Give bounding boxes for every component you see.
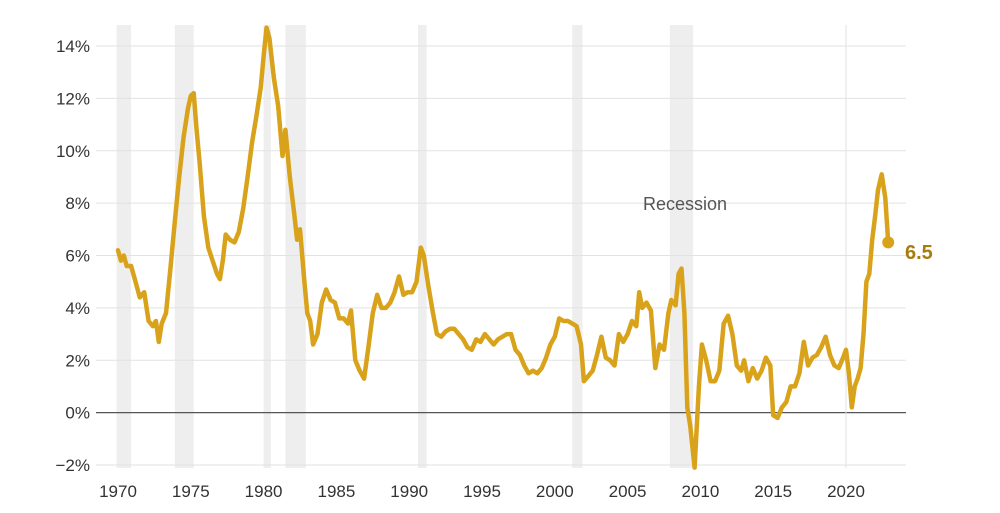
- end-value-label: 6.5: [905, 242, 933, 264]
- recession-band-6: [572, 25, 583, 468]
- x-axis-ticks: 1970 1975 1980 1985 1990 1995 2000 2005 2010 2015…: [99, 482, 865, 501]
- x-tick-label: 1970: [99, 482, 137, 501]
- x-tick-label: 1975: [172, 482, 210, 501]
- y-tick-label: 4%: [65, 299, 90, 318]
- y-tick-label: 6%: [65, 247, 90, 266]
- recession-band-3: [263, 25, 271, 468]
- x-tick-label: 2000: [536, 482, 574, 501]
- x-tick-label: 2015: [754, 482, 792, 501]
- y-tick-label: 10%: [56, 142, 90, 161]
- recession-band-2: [174, 25, 194, 468]
- y-tick-label: 0%: [65, 404, 90, 423]
- y-axis-ticks: −2% 0% 2% 4% 6% 8% 10% 12% 14%: [56, 37, 91, 475]
- x-tick-label: 2010: [681, 482, 719, 501]
- y-tick-label: −2%: [56, 456, 91, 475]
- recession-annotation: Recession: [643, 194, 727, 214]
- recession-band-4: [285, 25, 306, 468]
- x-tick-label: 1995: [463, 482, 501, 501]
- series-end-point: [882, 236, 895, 249]
- series-layer: [115, 25, 895, 470]
- recession-bands: [116, 25, 694, 468]
- x-tick-label: 2005: [609, 482, 647, 501]
- x-tick-label: 1985: [317, 482, 355, 501]
- recession-band-7: [669, 25, 694, 468]
- y-tick-label: 14%: [56, 37, 90, 56]
- y-tick-label: 12%: [56, 89, 90, 108]
- y-tick-label: 8%: [65, 194, 90, 213]
- recession-band-1: [116, 25, 132, 468]
- x-tick-label: 1980: [245, 482, 283, 501]
- gridlines: [96, 25, 906, 468]
- series-line-inflation: [115, 25, 891, 470]
- x-tick-label: 2020: [827, 482, 865, 501]
- y-tick-label: 2%: [65, 351, 90, 370]
- x-tick-label: 1990: [390, 482, 428, 501]
